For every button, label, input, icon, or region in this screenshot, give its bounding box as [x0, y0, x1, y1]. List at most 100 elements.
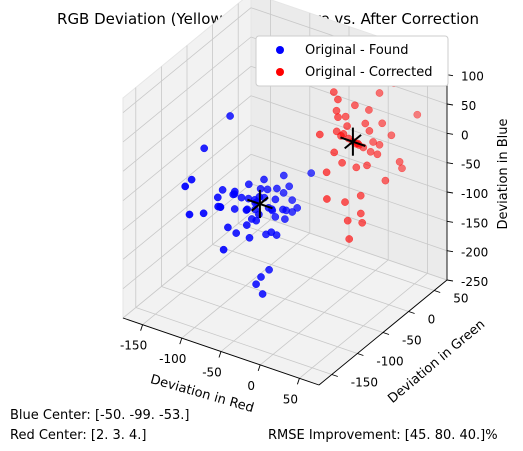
corrected-point — [398, 164, 406, 173]
corrected-point — [341, 198, 349, 206]
gridline-z-leftwall — [122, 7, 252, 114]
corrected-point — [363, 161, 371, 170]
corrected-point — [332, 106, 341, 115]
found-point — [213, 193, 222, 202]
found-point — [252, 216, 261, 225]
gridline-z-leftwall — [122, 65, 252, 172]
corrected-point — [395, 157, 404, 166]
corrected-point — [334, 113, 342, 122]
z-tick-mark — [446, 162, 454, 165]
gridline-y-floor — [186, 265, 384, 333]
gridline-y-floor — [161, 286, 358, 354]
corrected-point — [361, 119, 370, 128]
gridline-z-backwall — [250, 212, 448, 281]
red-center-text: Red Center: [2. 3. 4.] — [10, 428, 147, 443]
corrected-point — [369, 138, 377, 146]
found-point — [219, 245, 228, 254]
x-tick-label: -150 — [120, 339, 147, 353]
z-tick-label: -250 — [461, 275, 488, 289]
corrected-point — [413, 110, 422, 119]
x-tick-mark — [179, 337, 183, 345]
corrected-point — [365, 127, 374, 135]
y-tick-label: 0 — [428, 313, 436, 327]
found-point — [257, 273, 265, 281]
corrected-point — [343, 122, 351, 130]
x-tick-mark — [296, 378, 300, 385]
y-tick-mark — [331, 374, 338, 377]
found-point — [267, 228, 276, 237]
found-point — [199, 209, 208, 218]
corrected-point — [343, 216, 352, 225]
legend-swatch-corrected — [276, 68, 284, 76]
legend: Original - Found Original - Corrected — [255, 35, 449, 87]
x-tick-mark — [257, 364, 261, 372]
axis-lines — [122, 60, 454, 386]
found-point — [260, 175, 268, 184]
found-point — [279, 189, 288, 197]
found-point — [288, 208, 297, 216]
z-tick-mark — [446, 191, 454, 194]
found-point — [273, 184, 281, 193]
corrected-point — [338, 158, 346, 167]
legend-label-corrected: Original - Corrected — [305, 65, 433, 80]
legend-swatch-found — [276, 46, 284, 54]
corrected-point — [345, 235, 354, 243]
z-tick-label: -200 — [461, 246, 488, 260]
gridlines — [122, 0, 448, 379]
corrected-point — [341, 112, 350, 121]
corrected-point — [366, 147, 375, 156]
corrected-point — [375, 140, 384, 149]
found-point — [271, 213, 280, 221]
found-point — [252, 280, 260, 289]
legend-label-found: Original - Found — [305, 43, 409, 58]
z-tick-label: -100 — [461, 187, 488, 201]
y-tick-mark — [357, 353, 364, 356]
found-point — [307, 169, 316, 177]
z-tick-label: 0 — [461, 128, 469, 142]
center-markers — [247, 127, 366, 219]
x-tick-label: 0 — [247, 379, 255, 393]
z-tick-mark — [446, 279, 454, 282]
y-tick-mark — [434, 290, 441, 293]
found-point — [265, 265, 273, 274]
corrected-point — [352, 163, 361, 172]
z-tick-label: -50 — [461, 158, 481, 172]
found-point — [279, 205, 287, 214]
blue-center-text: Blue Center: [-50. -99. -53.] — [10, 408, 189, 423]
found-point — [285, 182, 294, 191]
gridline-z-backwall — [250, 124, 448, 193]
z-tick-label: -150 — [461, 216, 488, 230]
gridline-y-floor — [212, 244, 409, 312]
y-tick-label: -50 — [402, 334, 422, 348]
legend-box — [255, 35, 449, 87]
corrected-point — [373, 150, 382, 159]
found-point — [218, 186, 227, 194]
found-point — [214, 202, 222, 211]
corrected-point — [351, 101, 359, 110]
corrected-point — [381, 176, 390, 185]
corrected-point — [339, 130, 348, 138]
y-tick-mark — [382, 332, 390, 335]
gridline-z-leftwall — [122, 124, 252, 231]
z-tick-mark — [446, 103, 454, 106]
corrected-point — [323, 195, 331, 203]
found-point — [243, 205, 252, 214]
found-point — [232, 229, 241, 237]
found-point — [187, 175, 196, 184]
x-tick-mark — [218, 351, 222, 358]
found-point — [293, 204, 302, 212]
scatter-points — [181, 59, 422, 298]
corrected-point — [358, 218, 367, 227]
corrected-point — [334, 95, 342, 104]
found-point — [200, 144, 209, 153]
x-tick-label: -100 — [159, 352, 186, 366]
corrected-point — [378, 119, 387, 128]
found-point — [181, 182, 190, 191]
found-point — [245, 233, 254, 242]
gridline-z-leftwall — [122, 153, 252, 260]
found-point — [279, 171, 288, 180]
found-point — [226, 112, 234, 120]
found-point — [281, 215, 289, 223]
z-tick-mark — [446, 132, 454, 135]
